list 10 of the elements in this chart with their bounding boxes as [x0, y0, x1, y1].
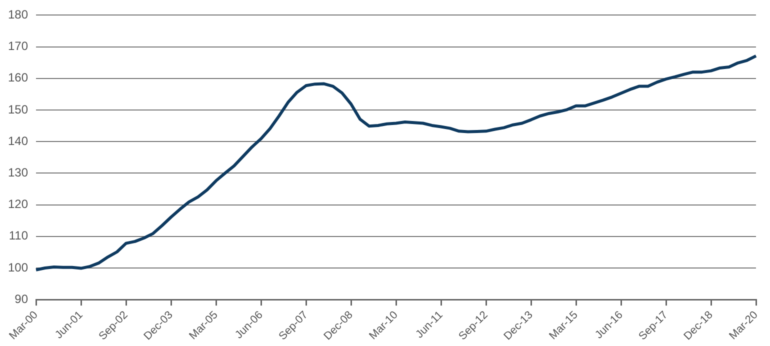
y-tick-label: 150 [8, 102, 28, 116]
y-tick-label: 90 [14, 292, 28, 306]
y-tick-label: 180 [8, 8, 28, 22]
y-tick-label: 120 [8, 197, 28, 212]
y-tick-label: 170 [8, 39, 28, 54]
y-tick-label: 160 [8, 70, 28, 85]
y-tick-label: 130 [8, 166, 28, 180]
y-tick-label: 140 [8, 134, 28, 148]
y-tick-label: 100 [8, 260, 28, 274]
y-tick-label: 110 [8, 228, 28, 243]
